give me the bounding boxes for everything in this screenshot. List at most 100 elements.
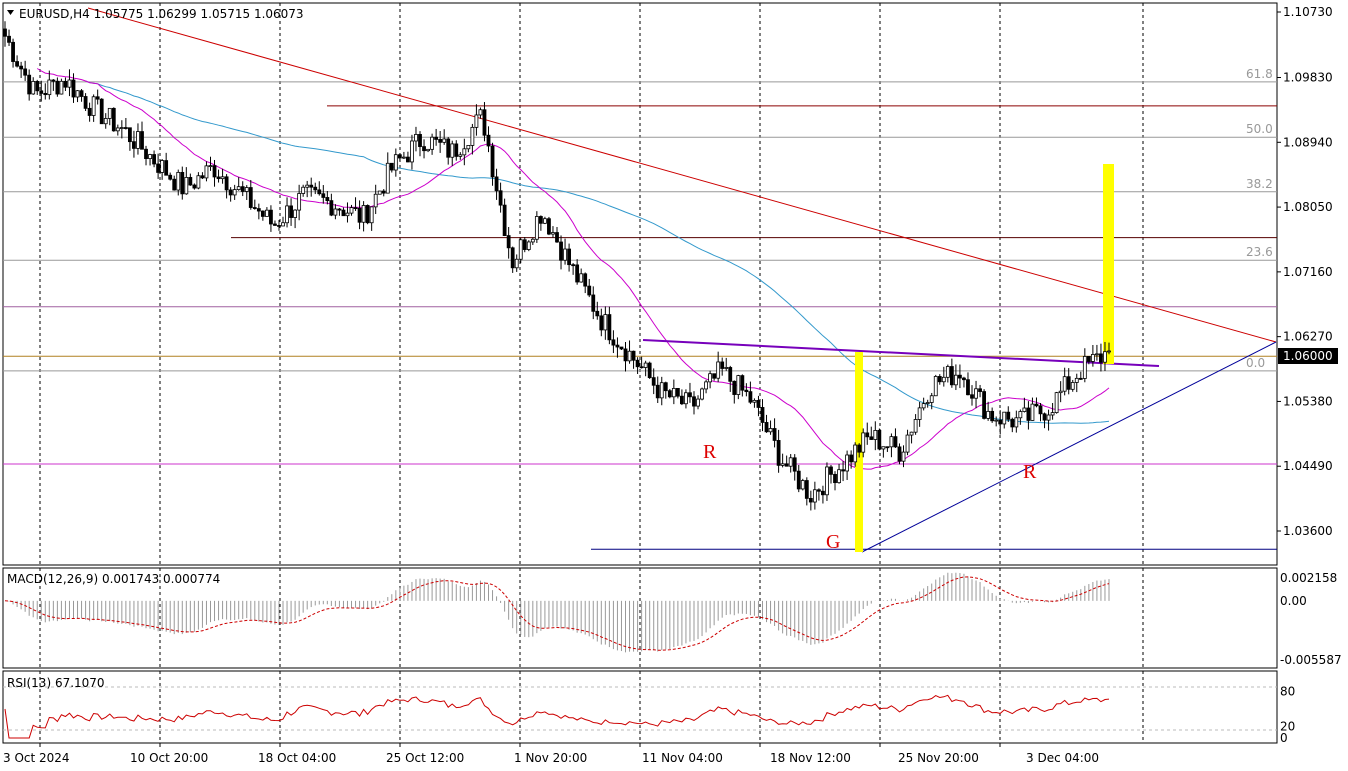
candle-bear (438, 139, 443, 143)
candle-bear (522, 239, 527, 250)
candle-bull (1014, 417, 1019, 428)
descending-trendline[interactable] (87, 7, 1277, 343)
candle-bear (732, 380, 737, 395)
price-axis-label: 1.05380 (1283, 394, 1333, 408)
candle-bull (361, 205, 366, 223)
neckline[interactable] (642, 339, 1160, 367)
time-axis-label: 18 Nov 12:00 (770, 751, 851, 765)
ascending-trendline[interactable] (861, 341, 1277, 553)
candle-bear (949, 366, 954, 386)
candle-bear (482, 109, 487, 136)
time-axis-label: 1 Nov 20:00 (514, 751, 587, 765)
candle-bear (240, 186, 245, 192)
candle-bull (305, 184, 310, 188)
candle-bear (309, 184, 314, 188)
candle-bear (829, 466, 833, 475)
candle-bear (663, 382, 668, 392)
candle-bear (877, 430, 882, 450)
price-axis-label: 1.10730 (1283, 5, 1333, 19)
candle-bull (905, 434, 910, 453)
collapse-triangle-icon[interactable] (7, 10, 14, 15)
candle-bear (821, 490, 825, 496)
candle-bear (51, 79, 56, 82)
candle-bear (575, 264, 580, 283)
candle-bull (450, 143, 455, 158)
candle-bear (128, 127, 132, 143)
candle-bear (744, 389, 749, 393)
candle-bull (281, 222, 285, 227)
candle-bear (260, 210, 265, 217)
macd-histogram (8, 572, 1110, 653)
candle-bear (857, 444, 862, 453)
candle-bear (337, 208, 342, 211)
candle-bear (962, 377, 966, 381)
candle-bull (881, 446, 886, 450)
candle-bear (434, 136, 439, 140)
candle-bear (639, 366, 644, 369)
candle-bear (252, 207, 257, 209)
price-axis-label: 1.09830 (1283, 71, 1333, 85)
candle-bear (587, 285, 592, 296)
candle-bull (414, 134, 418, 142)
candle-bull (921, 403, 926, 409)
candle-bear (494, 176, 499, 192)
candle-bear (559, 241, 563, 261)
candle-bear (228, 189, 233, 196)
candle-bull (945, 366, 950, 378)
candle-bear (776, 440, 781, 466)
candle-bear (1078, 377, 1083, 380)
candle-bull (526, 241, 531, 250)
candle-bull (909, 431, 914, 436)
candle-bull (148, 154, 152, 160)
candle-bear (180, 171, 185, 195)
candle-bull (986, 410, 991, 419)
candle-bear (623, 348, 628, 362)
candle-bear (389, 162, 394, 171)
candle-bear (978, 388, 982, 392)
candle-bear (498, 190, 503, 206)
candle-bull (67, 79, 72, 88)
candle-bull (825, 466, 829, 496)
candle-bull (1070, 382, 1075, 390)
candle-bear (140, 131, 144, 150)
candle-bull (1030, 403, 1035, 421)
candle-bear (1006, 411, 1011, 420)
candle-bear (39, 90, 44, 94)
candle-bull (401, 156, 406, 159)
candle-bear (164, 160, 169, 176)
candle-bear (958, 374, 962, 379)
horizontal-levels (3, 105, 1277, 550)
fib-label: 38.2 (1246, 177, 1273, 191)
candle-bull (115, 127, 120, 132)
macd-header-text: MACD(12,26,9) 0.001743 0.000774 (7, 572, 220, 586)
candle-bull (31, 81, 36, 95)
candle-bear (615, 344, 620, 348)
candle-bull (1074, 377, 1079, 383)
rsi-axis: 80 200 (1280, 685, 1295, 745)
candle-bull (59, 80, 64, 95)
candle-bear (27, 74, 32, 95)
candle-bull (345, 212, 350, 217)
candle-bull (107, 107, 112, 119)
candle-bull (1050, 412, 1055, 416)
candle-bull (1095, 353, 1099, 356)
moving-average-slow (85, 80, 1110, 424)
candle-bear (688, 392, 692, 398)
highlight-bar-breakout (1103, 164, 1114, 364)
candle-bear (35, 81, 40, 92)
candle-bear (937, 376, 942, 383)
candle-bull (953, 374, 958, 386)
price-axis-label: 1.04490 (1283, 459, 1333, 473)
candle-bull (236, 186, 241, 190)
candle-bear (317, 189, 322, 195)
candle-bear (1099, 353, 1103, 363)
candle-bull (1058, 390, 1063, 394)
candle-bear (865, 432, 870, 438)
candle-bull (136, 131, 140, 149)
candle-bear (547, 218, 551, 235)
candle-bear (256, 208, 261, 212)
candle-bull (466, 145, 471, 150)
candle-bull (873, 430, 878, 440)
